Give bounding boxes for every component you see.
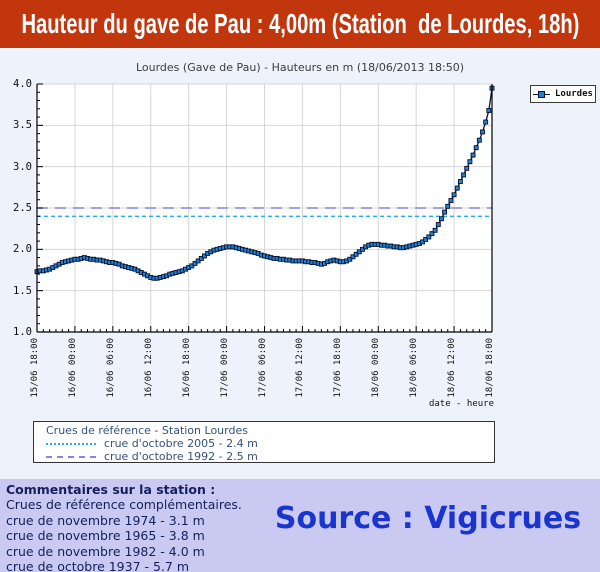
reference-box-title-row: Crues de référence - Station Lourdes xyxy=(46,424,494,437)
x-tick-label: 18/06 12:00 xyxy=(447,338,458,398)
x-tick-label: 17/06 06:00 xyxy=(257,338,268,398)
comment-line: crue de novembre 1965 - 3.8 m xyxy=(6,528,205,544)
dotted-line-sample-icon xyxy=(46,442,96,445)
x-tick-label: 17/06 12:00 xyxy=(295,338,306,398)
comment-line: crue de octobre 1937 - 5.7 m xyxy=(6,559,190,572)
x-tick-label: 16/06 12:00 xyxy=(143,338,154,398)
x-tick-label: 17/06 18:00 xyxy=(333,338,344,398)
comment-line: crue de novembre 1982 - 4.0 m xyxy=(6,543,205,559)
x-tick-label: 16/06 06:00 xyxy=(105,338,116,398)
y-tick-label: 3.0 xyxy=(13,160,32,173)
y-tick-label: 4.0 xyxy=(13,78,32,90)
y-tick-label: 2.0 xyxy=(13,243,32,256)
station-comments-panel: Commentaires sur la station : Crues de r… xyxy=(0,479,600,572)
x-axis-title: date - heure xyxy=(428,399,494,409)
y-tick-label: 3.5 xyxy=(13,119,32,132)
reference-row-1992: crue d'octobre 1992 - 2.5 m xyxy=(46,450,494,463)
dashed-line-sample-icon xyxy=(46,455,96,458)
series-marker-icon xyxy=(533,89,550,99)
reference-row-2005: crue d'octobre 2005 - 2.4 m xyxy=(46,437,494,450)
x-tick-label: 15/06 18:00 xyxy=(30,338,40,398)
comment-line: crue de novembre 1974 - 3.1 m xyxy=(6,512,205,528)
legend-label: Lourdes xyxy=(555,89,593,99)
reference-box-title: Crues de référence - Station Lourdes xyxy=(46,424,248,437)
headline-text: Hauteur du gave de Pau : 4,00m (Station … xyxy=(21,8,579,39)
x-tick-label: 18/06 18:00 xyxy=(485,338,495,398)
y-tick-label: 1.5 xyxy=(13,284,32,297)
series-square-marker-icon xyxy=(538,90,545,98)
x-tick-label: 18/06 06:00 xyxy=(409,338,420,398)
reference-floods-box: Crues de référence - Station Lourdes cru… xyxy=(33,421,495,463)
comments-block: Commentaires sur la station : Crues de r… xyxy=(6,482,242,572)
legend-box: Lourdes xyxy=(530,85,596,103)
headline-banner: Hauteur du gave de Pau : 4,00m (Station … xyxy=(0,0,600,48)
chart-title: Lourdes (Gave de Pau) - Hauteurs en m (1… xyxy=(135,61,465,74)
source-credit: Source : Vigicrues xyxy=(274,501,582,536)
x-tick-label: 16/06 00:00 xyxy=(67,338,78,398)
comment-line: Crues de référence complémentaires. xyxy=(6,497,242,513)
x-tick-label: 17/06 00:00 xyxy=(219,338,230,398)
x-tick-label: 16/06 18:00 xyxy=(181,338,192,398)
y-tick-label: 1.0 xyxy=(13,326,32,338)
y-tick-label: 2.5 xyxy=(13,202,32,214)
reference-label-2005: crue d'octobre 2005 - 2.4 m xyxy=(104,437,258,450)
x-tick-label: 18/06 00:00 xyxy=(371,338,382,398)
comments-title: Commentaires sur la station : xyxy=(6,482,216,497)
reference-label-1992: crue d'octobre 1992 - 2.5 m xyxy=(104,450,258,463)
